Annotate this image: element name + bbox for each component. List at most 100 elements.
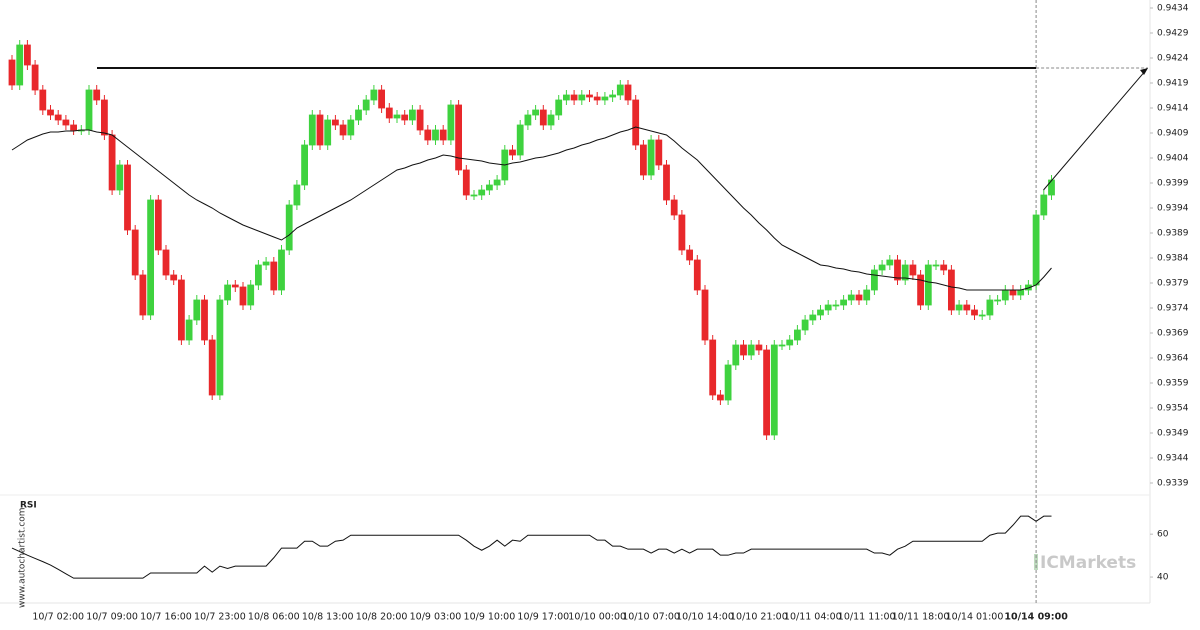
candle-body — [809, 314, 817, 321]
x-tick-label: 10/11 11:00 — [838, 612, 896, 623]
candle-body — [16, 44, 24, 86]
candle-body — [247, 284, 255, 306]
candle-body — [231, 284, 239, 288]
y-tick-label: 0.9409 — [1157, 129, 1189, 139]
candle-body — [93, 89, 101, 101]
x-tick-label: 10/14 01:00 — [946, 612, 1004, 623]
candle-body — [293, 184, 301, 206]
candle-body — [331, 119, 339, 126]
y-tick-label: 0.9364 — [1157, 354, 1189, 364]
y-tick-label: 0.9404 — [1157, 154, 1189, 164]
candle-body — [763, 349, 770, 436]
candle-body — [239, 286, 247, 306]
candle-body — [62, 119, 70, 126]
candle-body — [878, 264, 886, 271]
candle-body — [1040, 194, 1048, 216]
candle-body — [262, 261, 270, 266]
candle-body — [555, 99, 563, 116]
candle-body — [139, 274, 147, 316]
y-tick-label: 0.9399 — [1157, 179, 1189, 189]
y-tick-label: 0.9429 — [1157, 29, 1189, 39]
candle-body — [116, 164, 124, 191]
candle-body — [31, 64, 39, 91]
candle-body — [185, 319, 193, 341]
candle-body — [624, 84, 632, 101]
x-tick-label: 10/9 17:00 — [517, 612, 569, 623]
y-tick-label: 0.9394 — [1157, 204, 1189, 214]
candle-body — [201, 299, 208, 341]
y-tick-label: 0.9389 — [1157, 229, 1189, 239]
forecast-arrowhead — [1140, 68, 1148, 75]
candle-body — [663, 164, 670, 201]
y-tick-label: 0.9379 — [1157, 279, 1189, 289]
x-tick-label: 10/14 09:00 — [1004, 612, 1068, 623]
candle-body — [609, 94, 616, 98]
candle-body — [524, 114, 532, 126]
candle-body — [54, 114, 62, 121]
candle-body — [948, 269, 955, 311]
candle-body — [47, 109, 54, 116]
candle-body — [208, 339, 216, 396]
candle-body — [170, 274, 178, 281]
candle-body — [154, 199, 162, 251]
y-tick-label: 0.9414 — [1157, 104, 1189, 114]
candle-body — [101, 99, 108, 136]
rsi-title: RSI — [20, 501, 37, 511]
candle-body — [863, 289, 871, 301]
candle-body — [108, 134, 116, 191]
candle-body — [509, 149, 516, 156]
candle-body — [563, 94, 570, 101]
candle-body — [285, 204, 293, 251]
candle-body — [8, 59, 16, 86]
candle-body — [485, 184, 493, 191]
candle-body — [901, 264, 909, 281]
candle-body — [254, 264, 262, 286]
y-tick-label: 0.9434 — [1157, 4, 1189, 14]
x-tick-label: 10/11 04:00 — [784, 612, 842, 623]
candle-body — [917, 274, 924, 306]
x-tick-label: 10/10 14:00 — [676, 612, 734, 623]
y-tick-label: 40 — [1157, 573, 1169, 583]
candle-body — [462, 169, 470, 196]
watermark-logo: ICMarkets — [1034, 553, 1136, 573]
candle-body — [532, 109, 539, 116]
candle-body — [131, 229, 139, 276]
logo-text: ICMarkets — [1040, 553, 1136, 573]
candle-body — [370, 89, 378, 101]
candle-body — [539, 109, 547, 126]
y-tick-label: 0.9369 — [1157, 329, 1189, 339]
candle-body — [1017, 289, 1025, 296]
candle-body — [493, 179, 501, 186]
candle-body — [316, 114, 324, 146]
rsi-line — [11, 515, 1052, 579]
y-tick-label: 0.9374 — [1157, 304, 1189, 314]
candle-body — [224, 284, 232, 301]
candle-body — [478, 189, 486, 196]
candle-body — [85, 89, 93, 131]
candle-body — [393, 114, 401, 119]
candle-body — [616, 84, 624, 96]
candle-body — [924, 264, 932, 306]
watermark-site: www.autochartist.com — [18, 507, 28, 608]
candle-body — [308, 114, 316, 146]
candle-body — [385, 107, 393, 119]
candle-body — [832, 304, 840, 307]
candle-body — [270, 261, 278, 291]
candle-body — [278, 249, 285, 291]
candle-body — [70, 124, 77, 131]
candle-body — [162, 249, 170, 276]
candle-body — [686, 249, 693, 261]
forecast-arrow — [1043, 69, 1147, 191]
candle-body — [570, 94, 578, 101]
y-tick-label: 0.9344 — [1157, 454, 1189, 464]
y-tick-label: 0.9349 — [1157, 429, 1189, 439]
candle-body — [1009, 289, 1017, 296]
x-tick-label: 10/9 10:00 — [464, 612, 516, 623]
candle-body — [439, 129, 447, 141]
x-tick-label: 10/10 21:00 — [730, 612, 788, 623]
candle-body — [516, 124, 524, 156]
candle-body — [1032, 214, 1040, 286]
candle-body — [39, 89, 47, 111]
candle-body — [740, 344, 747, 356]
